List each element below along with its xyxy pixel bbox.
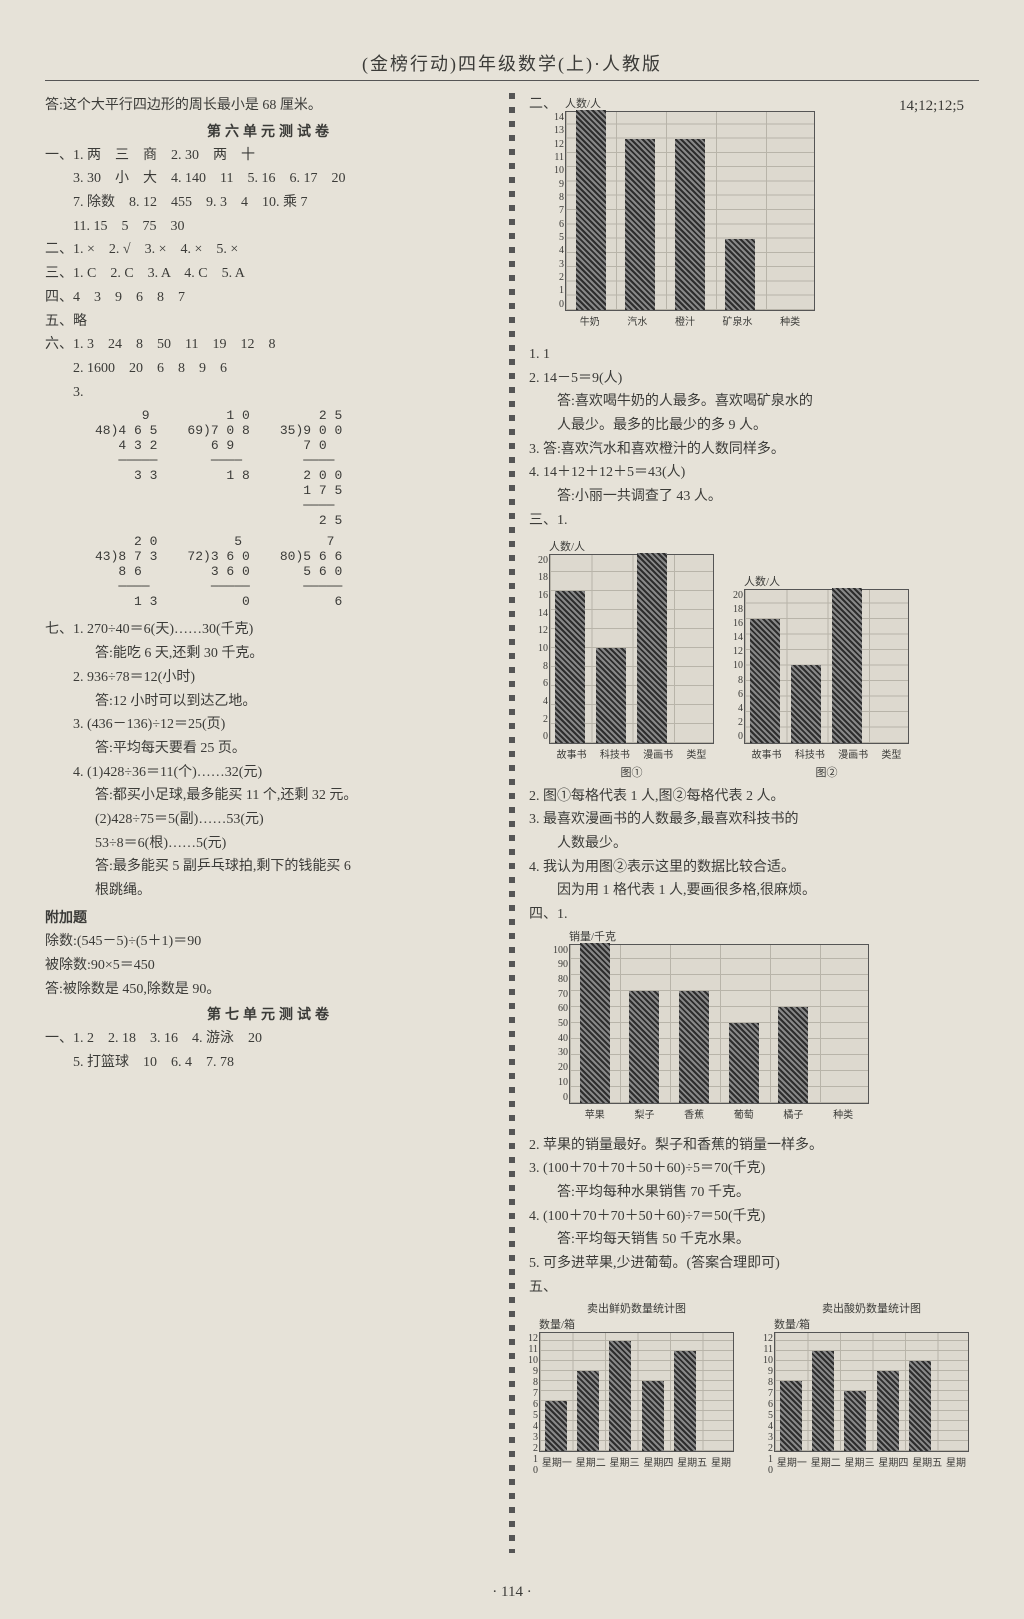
sec1-l4: 11. 15 5 75 30 — [73, 216, 495, 238]
chart5a-ylabel: 数量/箱 — [539, 1316, 575, 1332]
chart4-ylabel: 销量/千克 — [569, 928, 979, 944]
r3-3: 3. 最喜欢漫画书的人数最多,最喜欢科技书的 — [529, 809, 979, 831]
r4-2: 2. 苹果的销量最好。梨子和香蕉的销量一样多。 — [529, 1135, 979, 1157]
chart-books-1: 20181614121086420故事书科技书漫画书类型 — [549, 554, 714, 744]
sec7-l3: 3. (436－136)÷12＝25(页) — [73, 714, 495, 736]
r-sec5: 五、 — [529, 1277, 979, 1299]
bonus3: 答:被除数是 450,除数是 90。 — [45, 979, 495, 1001]
longdiv-2: 1 0 69)7 0 8 6 9 ──── 1 8 — [187, 409, 249, 529]
sec7-l4a: 答:都买小足球,最多能买 11 个,还剩 32 元。 — [95, 785, 495, 807]
chart-fresh-milk: 1211109876543210星期一星期二星期三星期四星期五星期 — [539, 1332, 734, 1452]
r1-2b: 人最少。最多的比最少的多 9 人。 — [557, 415, 979, 437]
r1-3: 3. 答:喜欢汽水和喜欢橙汁的人数同样多。 — [529, 439, 979, 461]
sec7-l2a: 答:12 小时可以到达乙地。 — [95, 691, 495, 713]
longdiv-6: 7 80)5 6 6 5 6 0 ───── 6 — [280, 535, 342, 610]
bonus1: 除数:(545－5)÷(5＋1)＝90 — [45, 931, 495, 953]
answer-intro: 答:这个大平行四边形的周长最小是 68 厘米。 — [45, 95, 495, 117]
longdiv-1: 9 48)4 6 5 4 3 2 ───── 3 3 — [95, 409, 157, 529]
sec7-l1: 七、1. 270÷40＝6(天)……30(千克) — [45, 619, 495, 641]
r-sec2-prefix: 二、 — [529, 93, 557, 113]
chart5a-title: 卖出鲜奶数量统计图 — [587, 1300, 686, 1316]
chart-yogurt: 1211109876543210星期一星期二星期三星期四星期五星期 — [774, 1332, 969, 1452]
u7-l2: 5. 打篮球 10 6. 4 7. 78 — [73, 1052, 495, 1074]
longdiv-3: 2 5 35)9 0 0 7 0 ──── 2 0 0 1 7 5 ──── 2… — [280, 409, 342, 529]
sec6-l2: 2. 1600 20 6 8 9 6 — [73, 358, 495, 380]
longdiv-5: 5 72)3 6 0 3 6 0 ───── 0 — [187, 535, 249, 610]
left-column: 答:这个大平行四边形的周长最小是 68 厘米。 第六单元测试卷 一、1. 两 三… — [45, 93, 495, 1553]
chart5b-ylabel: 数量/箱 — [774, 1316, 810, 1332]
r4-3a: 答:平均每种水果销售 70 千克。 — [557, 1182, 979, 1204]
chart-milk-prefs: 14131211109876543210牛奶汽水橙汁矿泉水种类 — [565, 111, 815, 311]
sec1-l2: 3. 30 小 大 4. 140 11 5. 16 6. 17 20 — [73, 168, 495, 190]
column-divider — [509, 93, 515, 1553]
sec1-l3: 7. 除数 8. 12 455 9. 3 4 10. 乘 7 — [73, 192, 495, 214]
r1-2a: 答:喜欢喝牛奶的人最多。喜欢喝矿泉水的 — [557, 391, 979, 413]
r1-4a: 答:小丽一共调查了 43 人。 — [557, 486, 979, 508]
sec7-l4b: (2)428÷75＝5(副)……53(元) — [95, 809, 495, 831]
chart5b-title: 卖出酸奶数量统计图 — [822, 1300, 921, 1316]
r-sec4: 四、1. — [529, 904, 979, 926]
chart-fruit-sales: 1009080706050403020100苹果梨子香蕉葡萄橘子种类 — [569, 944, 869, 1104]
sec5: 五、略 — [45, 311, 495, 333]
r3-4a: 因为用 1 格代表 1 人,要画很多格,很麻烦。 — [557, 880, 979, 902]
bonus-title: 附加题 — [45, 908, 495, 930]
sec7-l4e: 根跳绳。 — [95, 880, 495, 902]
sec7-l2: 2. 936÷78＝12(小时) — [73, 667, 495, 689]
page: (金榜行动)四年级数学(上)·人教版 14;12;12;5 答:这个大平行四边形… — [0, 0, 1024, 1619]
chartS1-ylabel: 人数/人 — [549, 538, 585, 554]
r3-3a: 人数最少。 — [557, 833, 979, 855]
unit6-title: 第六单元测试卷 — [45, 121, 495, 141]
sec1-l1: 一、1. 两 三 商 2. 30 两 十 — [45, 145, 495, 167]
r1-4: 4. 14＋12＋12＋5＝43(人) — [529, 462, 979, 484]
unit7-title: 第七单元测试卷 — [45, 1004, 495, 1024]
sec7-l3a: 答:平均每天要看 25 页。 — [95, 738, 495, 760]
r-sec3: 三、1. — [529, 510, 979, 532]
r4-5: 5. 可多进苹果,少进葡萄。(答案合理即可) — [529, 1253, 979, 1275]
top-right-numbers: 14;12;12;5 — [899, 98, 964, 115]
page-header: (金榜行动)四年级数学(上)·人教版 — [45, 50, 979, 76]
sec7-l1a: 答:能吃 6 天,还剩 30 千克。 — [95, 643, 495, 665]
sec7-l4: 4. (1)428÷36＝11(个)……32(元) — [73, 762, 495, 784]
chartS2-label: 图② — [815, 764, 837, 780]
long-division-row-1: 9 48)4 6 5 4 3 2 ───── 3 3 1 0 69)7 0 8 … — [95, 409, 495, 529]
header-rule — [45, 80, 979, 81]
r1-1: 1. 1 — [529, 344, 979, 366]
long-division-row-2: 2 0 43)8 7 3 8 6 ──── 1 3 5 72)3 6 0 3 6… — [95, 535, 495, 610]
sec6-l3: 3. — [73, 382, 495, 404]
u7-l1: 一、1. 2 2. 18 3. 16 4. 游泳 20 — [45, 1028, 495, 1050]
sec2: 二、1. × 2. √ 3. × 4. × 5. × — [45, 239, 495, 261]
sec3: 三、1. C 2. C 3. A 4. C 5. A — [45, 263, 495, 285]
chart-books-2: 20181614121086420故事书科技书漫画书类型 — [744, 589, 909, 744]
bonus2: 被除数:90×5＝450 — [45, 955, 495, 977]
r1-2: 2. 14－5＝9(人) — [529, 368, 979, 390]
chartS1-label: 图① — [620, 764, 642, 780]
r4-4a: 答:平均每天销售 50 千克水果。 — [557, 1229, 979, 1251]
sec4: 四、4 3 9 6 8 7 — [45, 287, 495, 309]
chart1-ylabel: 人数/人 — [565, 95, 815, 111]
columns: 答:这个大平行四边形的周长最小是 68 厘米。 第六单元测试卷 一、1. 两 三… — [45, 93, 979, 1553]
r4-4: 4. (100＋70＋70＋50＋60)÷7＝50(千克) — [529, 1206, 979, 1228]
sec7-l4c: 53÷8＝6(根)……5(元) — [95, 833, 495, 855]
r4-3: 3. (100＋70＋70＋50＋60)÷5＝70(千克) — [529, 1158, 979, 1180]
longdiv-4: 2 0 43)8 7 3 8 6 ──── 1 3 — [95, 535, 157, 610]
chartS2-ylabel: 人数/人 — [744, 573, 780, 589]
chart-pair-books: 人数/人 20181614121086420故事书科技书漫画书类型 图① 人数/… — [549, 538, 979, 780]
sec6-l1: 六、1. 3 24 8 50 11 19 12 8 — [45, 334, 495, 356]
sec7-l4d: 答:最多能买 5 副乒乓球拍,剩下的钱能买 6 — [95, 856, 495, 878]
chart-pair-dairy: 卖出鲜奶数量统计图 数量/箱 1211109876543210星期一星期二星期三… — [539, 1300, 979, 1452]
right-column: 二、 人数/人 14131211109876543210牛奶汽水橙汁矿泉水种类 … — [529, 93, 979, 1553]
r3-2: 2. 图①每格代表 1 人,图②每格代表 2 人。 — [529, 786, 979, 808]
page-number: · 114 · — [0, 1584, 1024, 1601]
r3-4: 4. 我认为用图②表示这里的数据比较合适。 — [529, 857, 979, 879]
